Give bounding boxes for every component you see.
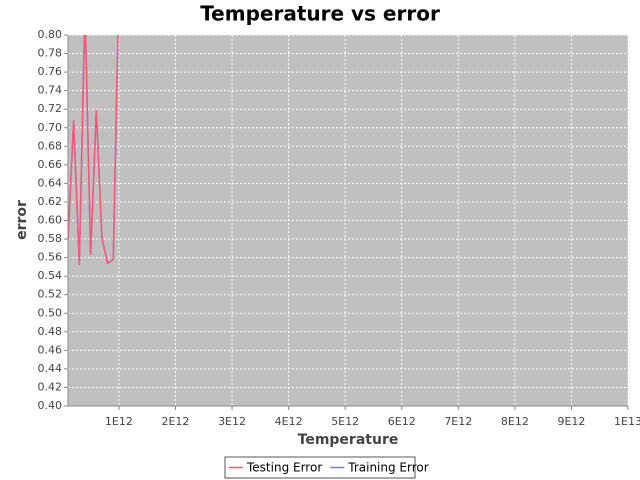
y-tick-label: 0.52: [38, 288, 63, 301]
y-tick-label: 0.80: [38, 28, 63, 41]
lines: [68, 35, 119, 266]
y-tick-label: 0.66: [38, 158, 63, 171]
y-tick-label: 0.58: [38, 232, 63, 245]
y-tick-label: 0.48: [38, 325, 63, 338]
x-tick-label: 2E12: [161, 415, 189, 428]
x-tick-label: 1E13: [614, 415, 640, 428]
axes: 0.40 0.42 0.44 0.46 0.48 0.50 0.52 0.54 0.56 0.58…: [38, 28, 640, 428]
y-tick-label: 0.72: [38, 102, 63, 115]
x-tick-label: 3E12: [218, 415, 246, 428]
y-tick-label: 0.62: [38, 195, 63, 208]
y-tick-label: 0.60: [38, 214, 63, 227]
y-tick-label: 0.64: [38, 176, 63, 189]
x-axis-label: Temperature: [298, 432, 399, 448]
series-line: [68, 35, 119, 266]
x-tick-label: 1E12: [105, 415, 133, 428]
y-tick-label: 0.50: [38, 306, 63, 319]
x-tick-label: 8E12: [501, 415, 529, 428]
y-tick-label: 0.42: [38, 380, 63, 393]
y-tick-label: 0.76: [38, 65, 63, 78]
y-tick-label: 0.78: [38, 47, 63, 60]
x-tick-label: 4E12: [275, 415, 303, 428]
y-axis-label: error: [14, 200, 30, 240]
chart-title: Temperature vs error: [200, 2, 440, 26]
grid: [68, 34, 629, 407]
legend-label: Training Error: [347, 461, 428, 475]
y-tick-label: 0.40: [38, 399, 63, 412]
x-tick-label: 7E12: [444, 415, 472, 428]
y-tick-label: 0.74: [38, 84, 63, 97]
x-tick-label: 5E12: [331, 415, 359, 428]
y-tick-label: 0.56: [38, 251, 63, 264]
y-tick-label: 0.70: [38, 121, 63, 134]
y-tick-label: 0.68: [38, 139, 63, 152]
legend: Testing Error Training Error: [224, 456, 429, 479]
legend-label: Testing Error: [246, 461, 322, 475]
x-tick-label: 6E12: [388, 415, 416, 428]
x-tick-label: 9E12: [557, 415, 585, 428]
y-tick-label: 0.54: [38, 269, 63, 282]
y-tick-label: 0.44: [38, 362, 63, 375]
legend-box: [224, 456, 416, 479]
y-tick-label: 0.46: [38, 343, 63, 356]
